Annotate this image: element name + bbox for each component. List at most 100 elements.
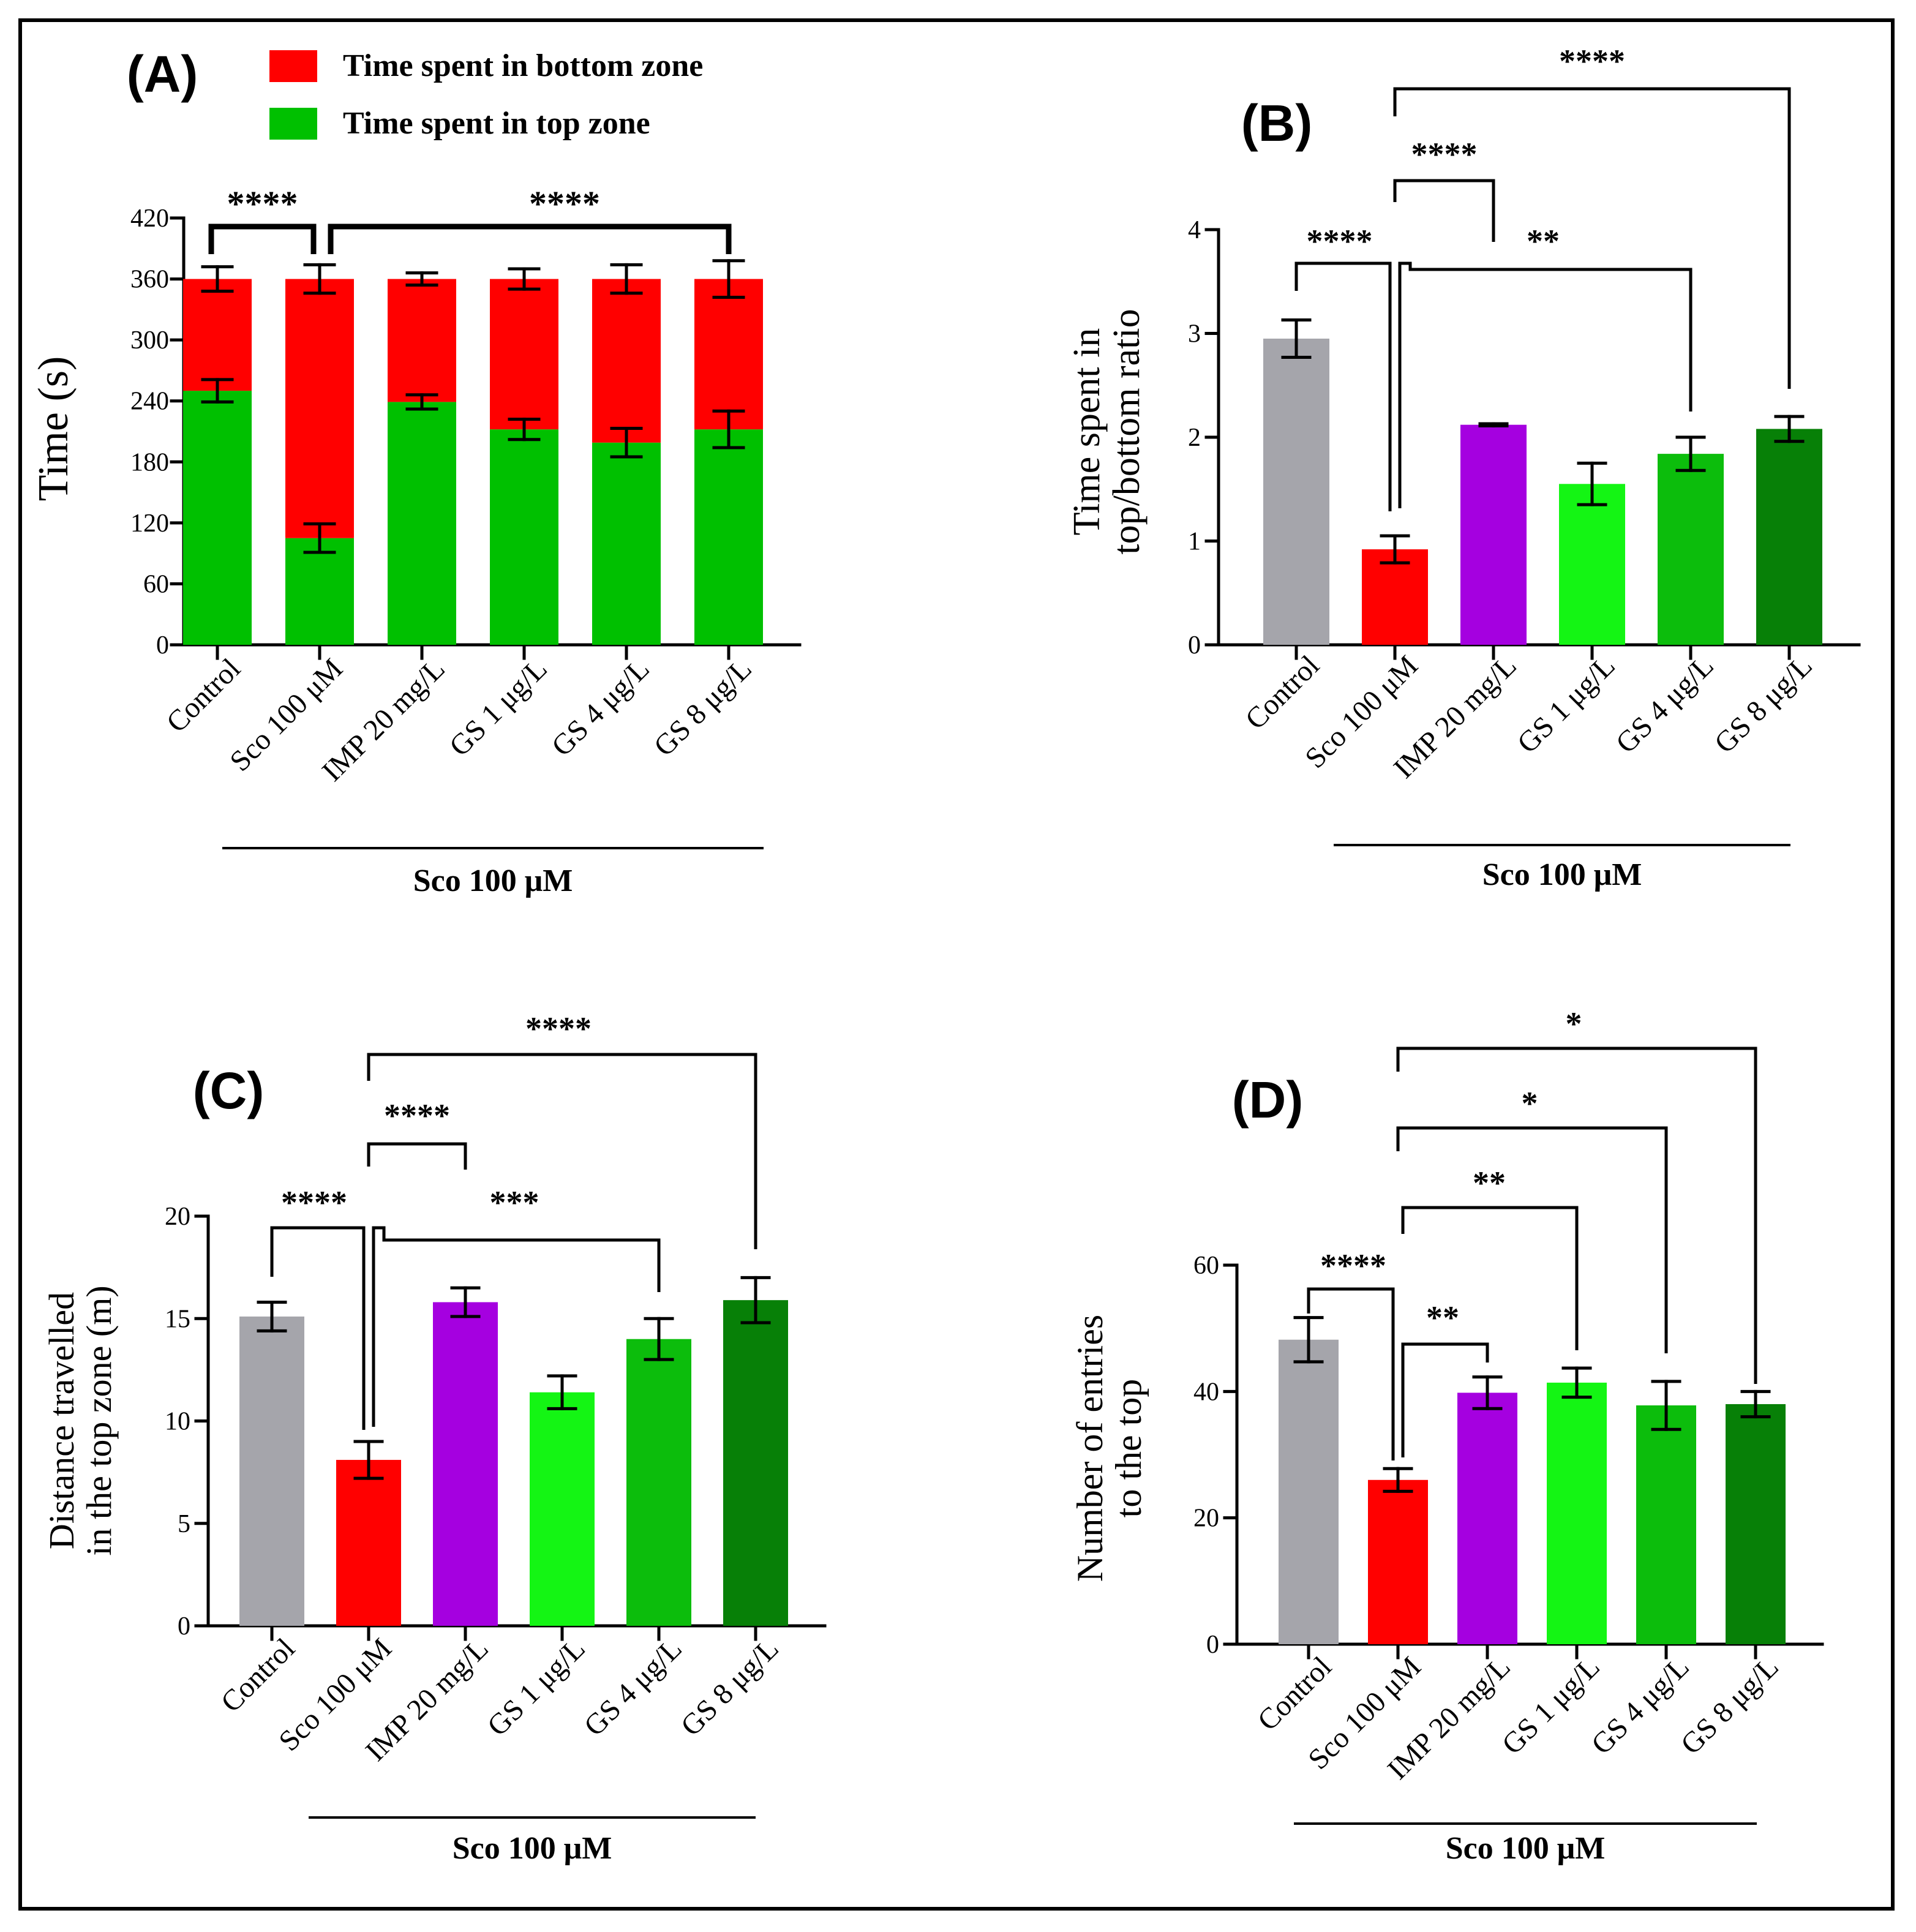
bar bbox=[1263, 338, 1329, 645]
group-label: Sco 100 μM bbox=[413, 863, 573, 898]
x-tick-label: GS 1 μg/L bbox=[481, 1632, 592, 1742]
significance-label: **** bbox=[1320, 1247, 1386, 1284]
bar bbox=[1658, 454, 1724, 645]
x-tick-label: GS 1 μg/L bbox=[443, 652, 554, 762]
significance-label: ** bbox=[1426, 1299, 1459, 1336]
bar-bottom-zone bbox=[694, 279, 763, 430]
significance-bracket bbox=[367, 1142, 467, 1170]
bar bbox=[1457, 1393, 1517, 1644]
bar bbox=[336, 1460, 401, 1626]
significance-label: *** bbox=[490, 1184, 539, 1221]
bar bbox=[1547, 1382, 1607, 1644]
x-tick-label: Control bbox=[1239, 649, 1326, 735]
y-tick-label: 5 bbox=[178, 1510, 190, 1538]
legend-label: Time spent in top zone bbox=[343, 106, 650, 141]
y-tick-label: 0 bbox=[1206, 1631, 1219, 1659]
y-tick-label: 60 bbox=[143, 570, 169, 598]
x-tick-label: GS 8 μg/L bbox=[648, 652, 758, 762]
y-tick-label: 0 bbox=[1188, 631, 1201, 660]
x-tick-label: Control bbox=[215, 1632, 301, 1718]
bar bbox=[1559, 484, 1625, 645]
y-axis-label: Time spent in bbox=[1066, 328, 1108, 536]
y-axis-label: Number of entries bbox=[1070, 1315, 1110, 1582]
significance-bracket bbox=[1398, 261, 1692, 508]
bar bbox=[1279, 1339, 1339, 1644]
y-axis-label: top/bottom ratio bbox=[1106, 309, 1148, 554]
y-tick-label: 0 bbox=[156, 631, 169, 660]
significance-label: ** bbox=[1473, 1165, 1506, 1201]
x-tick-label: Control bbox=[160, 652, 247, 739]
x-tick-label: GS 4 μg/L bbox=[1585, 1650, 1696, 1761]
x-tick-label: GS 8 μg/L bbox=[1708, 649, 1819, 759]
significance-bracket bbox=[1396, 1126, 1668, 1353]
y-tick-label: 420 bbox=[130, 205, 169, 233]
significance-bracket bbox=[1307, 1287, 1395, 1460]
y-axis-label: Distance travelled bbox=[42, 1292, 81, 1549]
panel-label: (C) bbox=[193, 1062, 265, 1119]
bar-bottom-zone bbox=[388, 279, 456, 402]
significance-bracket bbox=[1294, 261, 1392, 511]
group-label: Sco 100 μM bbox=[453, 1831, 612, 1866]
significance-bracket bbox=[270, 1226, 366, 1430]
group-label: Sco 100 μM bbox=[1446, 1831, 1606, 1866]
bar bbox=[1368, 1479, 1428, 1644]
significance-label: **** bbox=[1411, 136, 1478, 173]
y-tick-label: 1 bbox=[1188, 528, 1201, 556]
significance-bracket bbox=[1401, 1342, 1489, 1457]
significance-bracket bbox=[1393, 87, 1791, 389]
significance-label: **** bbox=[1307, 223, 1373, 260]
bar bbox=[433, 1302, 498, 1626]
y-axis-label: Time (s) bbox=[30, 356, 77, 502]
legend-label: Time spent in bottom zone bbox=[343, 48, 703, 83]
bar-top-zone bbox=[285, 538, 354, 645]
significance-label: **** bbox=[227, 184, 298, 224]
y-axis-label: to the top bbox=[1108, 1379, 1149, 1518]
x-tick-label: GS 1 μg/L bbox=[1496, 1650, 1606, 1761]
y-tick-label: 300 bbox=[130, 326, 169, 355]
significance-bracket bbox=[372, 1226, 661, 1427]
y-tick-label: 3 bbox=[1188, 320, 1201, 348]
x-tick-label: GS 8 μg/L bbox=[675, 1632, 785, 1742]
x-tick-label: GS 8 μg/L bbox=[1675, 1650, 1785, 1761]
significance-bracket bbox=[1393, 179, 1495, 242]
y-tick-label: 20 bbox=[165, 1203, 190, 1231]
legend-swatch-top bbox=[269, 108, 317, 140]
y-tick-label: 4 bbox=[1188, 216, 1201, 244]
bar bbox=[1362, 549, 1428, 645]
y-tick-label: 40 bbox=[1193, 1378, 1219, 1406]
bar bbox=[1636, 1405, 1696, 1644]
y-tick-label: 2 bbox=[1188, 424, 1201, 452]
x-tick-label: GS 4 μg/L bbox=[546, 652, 656, 762]
bar-bottom-zone bbox=[490, 279, 558, 430]
significance-label: **** bbox=[529, 184, 600, 224]
significance-bracket bbox=[1396, 1047, 1757, 1384]
significance-label: **** bbox=[384, 1097, 450, 1134]
x-tick-label: GS 4 μg/L bbox=[578, 1632, 688, 1742]
bar-bottom-zone bbox=[592, 279, 661, 443]
significance-label: * bbox=[1566, 1005, 1582, 1042]
significance-bracket bbox=[328, 224, 732, 254]
significance-label: * bbox=[1522, 1085, 1538, 1122]
x-tick-label: GS 4 μg/L bbox=[1610, 649, 1720, 759]
significance-label: **** bbox=[1559, 43, 1625, 80]
bar bbox=[723, 1300, 788, 1626]
x-tick-label: Control bbox=[1252, 1650, 1338, 1737]
bar-bottom-zone bbox=[183, 279, 252, 391]
y-tick-label: 15 bbox=[165, 1305, 190, 1333]
y-tick-label: 0 bbox=[178, 1612, 190, 1641]
y-tick-label: 120 bbox=[130, 509, 169, 538]
y-axis-label: in the top zone (m) bbox=[79, 1285, 119, 1555]
figure-border bbox=[18, 18, 1895, 1911]
bar bbox=[530, 1392, 595, 1626]
significance-bracket bbox=[208, 224, 317, 254]
significance-bracket bbox=[1401, 1206, 1579, 1350]
x-tick-label: GS 1 μg/L bbox=[1511, 649, 1621, 759]
bar bbox=[239, 1316, 304, 1626]
bar bbox=[1756, 429, 1822, 645]
bar-bottom-zone bbox=[285, 279, 354, 538]
panel-label: (A) bbox=[127, 45, 198, 103]
